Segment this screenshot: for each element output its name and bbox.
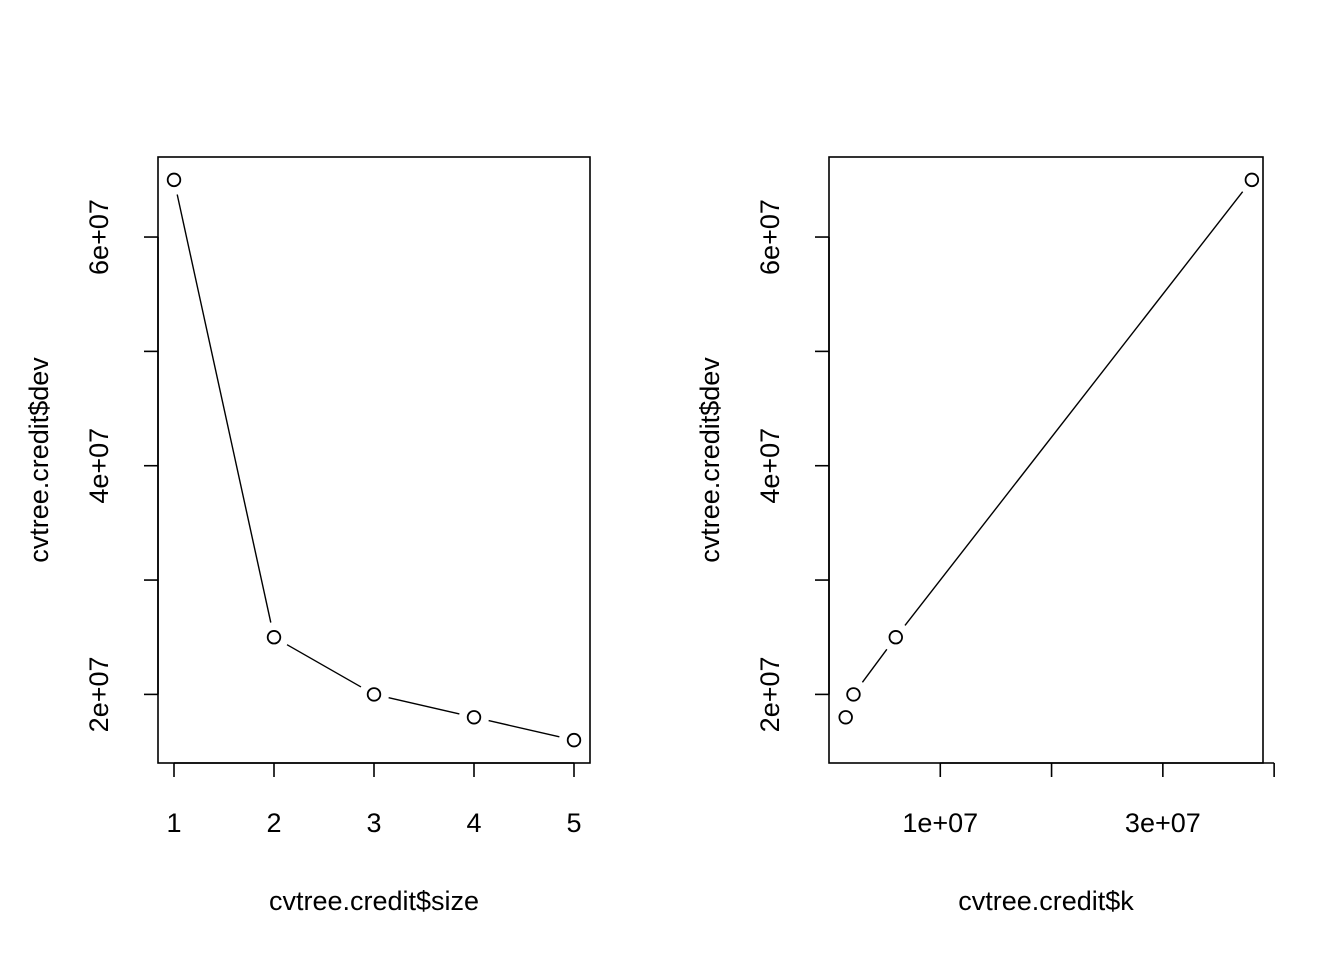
y-tick-label: 6e+07 [84,199,114,275]
data-point [888,630,903,645]
series-line-segment [488,719,560,738]
x-tick-label: 4 [466,808,481,838]
x-tick-label: 3 [366,808,381,838]
data-point [266,630,282,645]
x-tick-label: 1e+07 [902,808,978,838]
plot-frame [828,156,1264,764]
data-point [366,687,382,702]
series-line-segment [286,644,362,688]
series-line-segment [861,648,888,683]
data-point [166,172,182,188]
y-tick-label: 2e+07 [755,656,785,732]
series-line-segment [176,194,272,623]
series-line-segment [904,191,1244,626]
data-point [1244,172,1260,188]
right-plot-panel: 1e+07 3e+07 2e+07 4e+07 6e+07 cvtree.credit$k… [695,156,1275,916]
data-point [566,732,582,748]
y-axis-title: cvtree.credit$dev [695,357,725,563]
x-axis-title: cvtree.credit$size [269,886,479,916]
x-axis-title: cvtree.credit$k [958,886,1134,916]
series-line-segment [388,697,460,715]
data-point [846,687,861,702]
y-tick-label: 6e+07 [755,199,785,275]
plot-frame [157,156,591,764]
y-tick-label: 4e+07 [84,428,114,504]
data-point [466,710,482,725]
x-tick-label: 5 [566,808,581,838]
y-axis-title: cvtree.credit$dev [24,357,54,563]
left-plot-panel: 1 2 3 4 5 2e+07 4e+07 6e+07 cvtree.credit$size cv… [24,156,591,916]
y-tick-label: 4e+07 [755,428,785,504]
data-point [838,710,853,725]
x-tick-label: 3e+07 [1125,808,1201,838]
x-tick-label: 2 [266,808,281,838]
y-tick-label: 2e+07 [84,656,114,732]
x-tick-label: 1 [166,808,181,838]
